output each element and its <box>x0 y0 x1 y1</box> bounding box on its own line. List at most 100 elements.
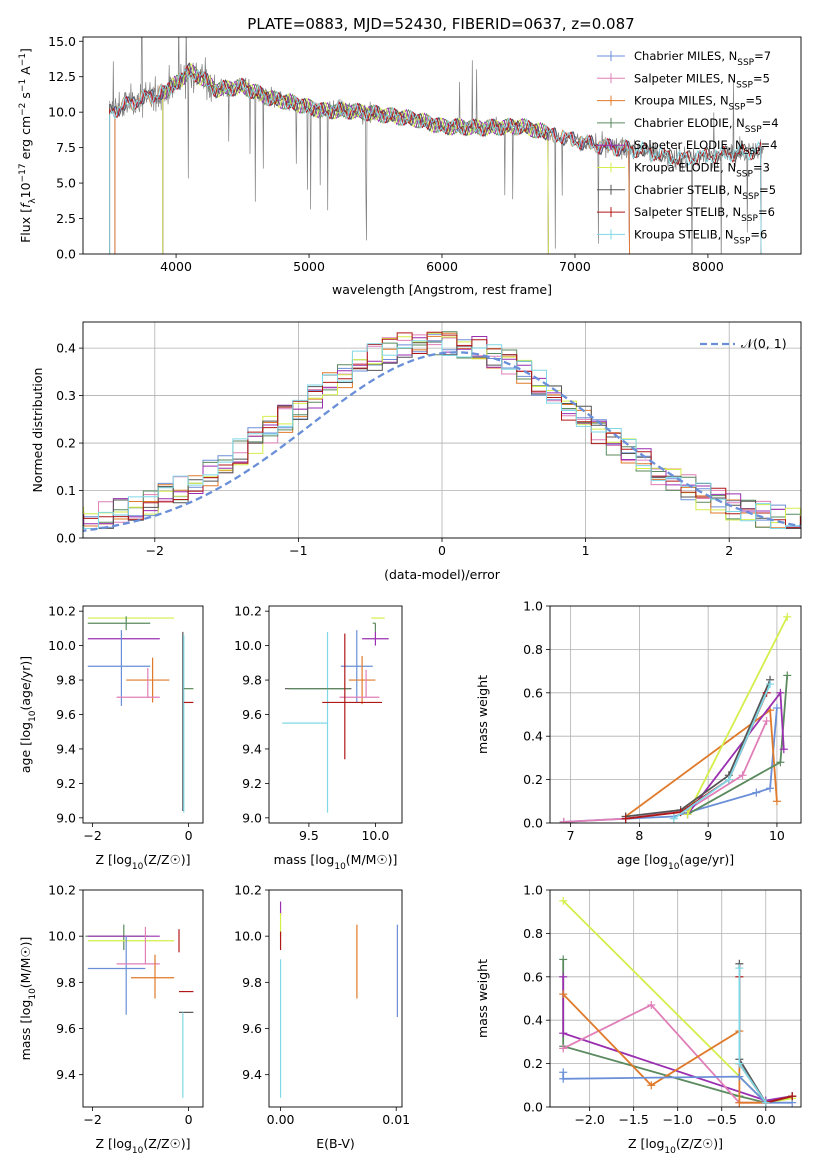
x-tick-label: −2 <box>83 1112 101 1127</box>
x-tick-label: −2 <box>83 828 101 843</box>
legend-label-chabrier_elodie: Chabrier ELODIE, NSSP=4 <box>634 116 779 135</box>
x-tick-label: 10 <box>769 828 785 843</box>
y-axis-label: Flux [fλ10−17 erg cm−2 s−1 A−1] <box>18 48 38 243</box>
y-tick-label: 10.0 <box>48 929 76 944</box>
x-tick-label: −2 <box>146 543 164 558</box>
y-tick-label: 10.0 <box>48 638 76 653</box>
x-axis-label: Z [log10(Z/Z☉)] <box>95 1136 190 1156</box>
y-tick-label: 0.2 <box>56 436 76 451</box>
y-tick-label: 9.2 <box>242 776 262 791</box>
x-tick-label: 0 <box>185 1112 193 1127</box>
y-tick-label: 9.6 <box>56 707 76 722</box>
x-tick-label: 0 <box>185 828 193 843</box>
y-tick-label: 0.6 <box>523 969 543 984</box>
y-axis-label: mass weight <box>475 675 490 754</box>
x-tick-label: −0.5 <box>707 1112 737 1127</box>
y-tick-label: 7.5 <box>56 140 76 155</box>
y-tick-label: 0.0 <box>523 816 543 831</box>
y-tick-label: 0.4 <box>523 729 543 744</box>
plot-area <box>282 617 389 813</box>
plot-area <box>85 924 194 1098</box>
series-line-kroupa_stelib <box>738 968 767 1104</box>
legend-label-salpeter_elodie: Salpeter ELODIE, NSSP=4 <box>634 138 777 157</box>
normal-curve <box>83 351 801 532</box>
y-tick-label: 9.6 <box>242 707 262 722</box>
x-tick-label: 9 <box>704 828 712 843</box>
x-tick-label: 8000 <box>692 259 724 274</box>
series-line-kroupa_stelib <box>673 683 771 820</box>
x-axis-label: Z [log10(Z/Z☉)] <box>95 852 190 872</box>
legend-label-salpeter_miles: Salpeter MILES, NSSP=5 <box>634 71 770 90</box>
y-tick-label: 9.4 <box>56 741 76 756</box>
x-tick-label: −1.0 <box>663 1112 693 1127</box>
x-axis-label: E(B-V) <box>316 1136 355 1151</box>
axes-frame <box>268 605 403 824</box>
x-tick-label: 0.00 <box>267 1112 295 1127</box>
y-tick-label: 1.0 <box>523 883 543 898</box>
x-tick-label: 2 <box>725 543 733 558</box>
model-salpeter_miles <box>114 66 630 254</box>
figure-title: PLATE=0883, MJD=52430, FIBERID=0637, z=0… <box>247 15 634 33</box>
y-tick-label: 9.8 <box>242 673 262 688</box>
legend-label-kroupa_elodie: Kroupa ELODIE, NSSP=3 <box>634 161 770 180</box>
y-tick-label: 0.4 <box>523 1013 543 1028</box>
y-tick-label: 0.1 <box>56 483 76 498</box>
y-tick-label: 9.6 <box>56 1021 76 1036</box>
y-tick-label: 10.0 <box>234 929 262 944</box>
x-tick-label: 6000 <box>426 259 458 274</box>
y-tick-label: 15.0 <box>48 34 76 49</box>
y-tick-label: 9.8 <box>56 673 76 688</box>
y-tick-label: 0.0 <box>523 1100 543 1115</box>
y-tick-label: 10.2 <box>48 883 76 898</box>
y-tick-label: 9.4 <box>242 741 262 756</box>
series-line-chabrier_stelib <box>625 679 771 818</box>
y-axis-label: Normed distribution <box>30 368 45 493</box>
axes-frame <box>82 605 204 824</box>
legend-label-chabrier_stelib: Chabrier STELIB, NSSP=5 <box>634 183 776 202</box>
y-tick-label: 0.0 <box>56 247 76 262</box>
y-tick-label: 1.0 <box>523 599 543 614</box>
model-salpeter_stelib <box>109 65 762 254</box>
axes-frame <box>549 605 802 824</box>
model-chabrier_elodie <box>162 66 549 254</box>
series-line-chabrier_miles <box>563 707 778 823</box>
model-chabrier_miles <box>114 63 630 254</box>
axes-frame <box>549 889 802 1108</box>
legend: Chabrier MILES, NSSP=7 Salpeter MILES, NS… <box>597 49 779 246</box>
legend-label-kroupa_miles: Kroupa MILES, NSSP=5 <box>634 94 762 113</box>
x-axis-label: wavelength [Angstrom, rest frame] <box>332 282 552 297</box>
panel-age-vs-mass: 9.5 10.0 9.0 9.2 9.4 9.6 9.8 10.0 10.2 mass [log1… <box>234 604 403 872</box>
y-tick-label: 0.6 <box>523 685 543 700</box>
x-axis-label: (data-model)/error <box>384 567 501 582</box>
panel-spectrum: 4000 5000 6000 7000 8000 0.0 2.5 5.0 7.5 10.0 12.5… <box>18 34 802 297</box>
model-kroupa_stelib <box>109 68 762 254</box>
y-tick-label: 0.8 <box>523 926 543 941</box>
x-tick-label: −2.0 <box>574 1112 604 1127</box>
axes-frame <box>82 36 802 255</box>
plot-area <box>87 616 194 813</box>
axes-frame <box>82 889 204 1108</box>
histogram-salpeter_stelib <box>83 331 801 529</box>
x-axis-label: Z [log10(Z/Z☉)] <box>628 1136 723 1156</box>
x-tick-label: 7 <box>567 828 575 843</box>
model-kroupa_miles <box>114 68 630 254</box>
y-tick-label: 9.6 <box>242 1021 262 1036</box>
y-tick-label: 10.0 <box>234 638 262 653</box>
plot-area <box>83 322 801 538</box>
legend-label-chabrier_miles: Chabrier MILES, NSSP=7 <box>634 49 771 68</box>
x-tick-label: 7000 <box>559 259 591 274</box>
y-tick-label: 0.8 <box>523 642 543 657</box>
series-line-salpeter_elodie <box>562 976 793 1102</box>
model-kroupa_elodie <box>162 63 549 254</box>
y-tick-label: 10.0 <box>48 105 76 120</box>
y-tick-label: 0.2 <box>523 1056 543 1071</box>
axes-frame <box>268 889 403 1108</box>
y-axis-label: mass weight <box>475 959 490 1038</box>
y-tick-label: 10.2 <box>48 604 76 619</box>
panel-mass-vs-ebv: 0.00 0.01 9.4 9.6 9.8 10.0 10.2 E(B-V) <box>234 883 410 1152</box>
x-tick-label: 0.01 <box>382 1112 410 1127</box>
panel-age-vs-Z: −2 0 9.0 9.2 9.4 9.6 9.8 10.0 10.2 Z [log10(Z/Z☉)… <box>18 604 204 872</box>
y-tick-label: 0.0 <box>56 531 76 546</box>
legend-label-kroupa_stelib: Kroupa STELIB, NSSP=6 <box>634 227 767 246</box>
